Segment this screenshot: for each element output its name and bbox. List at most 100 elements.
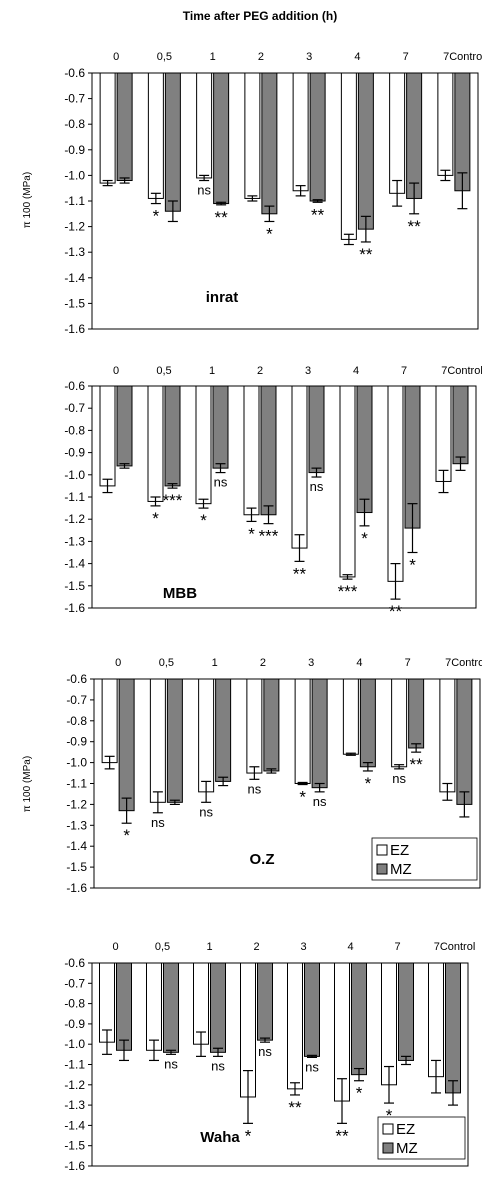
y-tick-label: -0.7 bbox=[64, 401, 85, 415]
legend-label: EZ bbox=[390, 842, 409, 859]
significance-label: ** bbox=[335, 1126, 349, 1145]
bar-ez bbox=[428, 962, 444, 1078]
significance-label: ** bbox=[288, 1098, 302, 1117]
y-tick-label: -1.6 bbox=[66, 881, 87, 895]
category-label: 0 bbox=[113, 365, 119, 377]
category-label: 4 bbox=[356, 657, 362, 669]
y-tick-label: -0.6 bbox=[66, 672, 87, 686]
bar-mz bbox=[116, 962, 132, 1051]
y-tick-label: -1.3 bbox=[64, 245, 85, 259]
y-tick-label: -1.4 bbox=[64, 271, 85, 285]
significance-label: * bbox=[153, 207, 160, 226]
category-label: 7Control bbox=[443, 51, 482, 63]
category-label: 0,5 bbox=[159, 657, 174, 669]
bar-mz bbox=[118, 678, 135, 812]
category-label: 0 bbox=[115, 657, 121, 669]
significance-label: * bbox=[266, 224, 273, 243]
bar-ez bbox=[146, 962, 162, 1051]
significance-label: *** bbox=[338, 582, 358, 601]
significance-label: ** bbox=[359, 245, 373, 264]
significance-label: ** bbox=[408, 217, 422, 236]
chart-panel-4: -0.6 -0.7 -0.8 -0.9 -1.0 -1.1 -1.2 -1.3 -1.4 -1.5… bbox=[64, 941, 475, 1173]
legend-label: MZ bbox=[390, 861, 412, 878]
bar-mz bbox=[456, 678, 473, 805]
y-tick-label: -0.7 bbox=[64, 92, 85, 106]
bar-mz bbox=[398, 962, 414, 1061]
bar-mz bbox=[163, 962, 179, 1053]
y-tick-label: -1.1 bbox=[64, 490, 85, 504]
y-tick-label: -1.5 bbox=[66, 860, 87, 874]
category-label: 0 bbox=[112, 941, 118, 953]
bar-mz bbox=[309, 72, 326, 202]
y-tick-label: -1.1 bbox=[64, 1058, 85, 1072]
figure-title: Time after PEG addition (h) bbox=[183, 9, 337, 23]
significance-label: ns bbox=[151, 815, 165, 830]
significance-label: ns bbox=[258, 1044, 272, 1059]
y-tick-label: -1.0 bbox=[64, 1037, 85, 1051]
y-tick-label: -1.3 bbox=[66, 818, 87, 832]
bar-ez bbox=[99, 385, 116, 487]
bar-mz bbox=[213, 72, 230, 205]
y-tick-label: -0.6 bbox=[64, 66, 85, 80]
bar-mz bbox=[408, 678, 425, 749]
category-label: 2 bbox=[260, 657, 266, 669]
significance-label: ** bbox=[410, 755, 424, 774]
significance-label: ** bbox=[293, 564, 307, 583]
category-label: 0 bbox=[113, 51, 119, 63]
significance-label: * bbox=[386, 1106, 393, 1125]
category-label: 1 bbox=[210, 51, 216, 63]
bar-mz bbox=[260, 385, 277, 516]
category-label: 3 bbox=[300, 941, 306, 953]
bar-ez bbox=[243, 385, 260, 516]
significance-label: ns bbox=[310, 479, 324, 494]
bar-ez bbox=[435, 385, 452, 482]
significance-label: ns bbox=[211, 1058, 225, 1073]
y-tick-label: -0.9 bbox=[66, 735, 87, 749]
bar-mz bbox=[261, 72, 278, 215]
bar-ez bbox=[391, 678, 408, 768]
significance-label: ns bbox=[197, 183, 211, 198]
y-tick-label: -0.8 bbox=[64, 997, 85, 1011]
category-label: 0,5 bbox=[156, 365, 171, 377]
y-tick-label: -1.3 bbox=[64, 534, 85, 548]
y-tick-label: -0.8 bbox=[64, 117, 85, 131]
y-tick-label: -1.2 bbox=[64, 512, 85, 526]
bar-ez bbox=[291, 385, 308, 549]
bar-mz bbox=[311, 678, 328, 789]
bar-ez bbox=[342, 678, 359, 755]
bar-mz bbox=[164, 72, 181, 212]
y-tick-label: -1.6 bbox=[64, 601, 85, 615]
category-label: 1 bbox=[212, 657, 218, 669]
bar-mz bbox=[212, 385, 229, 469]
legend: EZ MZ bbox=[371, 837, 478, 881]
bar-ez bbox=[294, 678, 311, 784]
significance-label: *** bbox=[163, 491, 183, 510]
y-tick-label: -0.6 bbox=[64, 379, 85, 393]
y-tick-label: -0.9 bbox=[64, 143, 85, 157]
bar-ez bbox=[437, 72, 454, 176]
y-tick-label: -1.4 bbox=[64, 557, 85, 571]
significance-label: ** bbox=[389, 602, 403, 621]
significance-label: ns bbox=[199, 804, 213, 819]
chart-panel-3: -0.6 -0.7 -0.8 -0.9 -1.0 -1.1 -1.2 -1.3 -1.4 -1.5… bbox=[22, 657, 482, 895]
bar-ez bbox=[439, 678, 456, 793]
bar-mz bbox=[359, 678, 376, 768]
category-label: 7 bbox=[403, 51, 409, 63]
y-tick-label: -0.8 bbox=[66, 714, 87, 728]
significance-label: * bbox=[200, 511, 207, 530]
legend-label: MZ bbox=[396, 1140, 418, 1157]
chart-panel-2: -0.6 -0.7 -0.8 -0.9 -1.0 -1.1 -1.2 -1.3 -1.4 -1.5… bbox=[64, 365, 482, 621]
bar-ez bbox=[287, 962, 303, 1090]
y-axis-label: π 100 (MPa) bbox=[22, 756, 33, 812]
significance-label: ns bbox=[313, 794, 327, 809]
y-tick-label: -1.4 bbox=[64, 1118, 85, 1132]
y-tick-label: -1.4 bbox=[66, 839, 87, 853]
category-label: 0,5 bbox=[157, 51, 172, 63]
significance-label: * bbox=[245, 1126, 252, 1145]
category-label: 4 bbox=[353, 365, 359, 377]
y-axis-label: π 100 (MPa) bbox=[22, 172, 33, 228]
bar-ez bbox=[339, 385, 356, 578]
category-label: 2 bbox=[258, 51, 264, 63]
y-tick-label: -1.2 bbox=[64, 1078, 85, 1092]
category-label: 0,5 bbox=[155, 941, 170, 953]
